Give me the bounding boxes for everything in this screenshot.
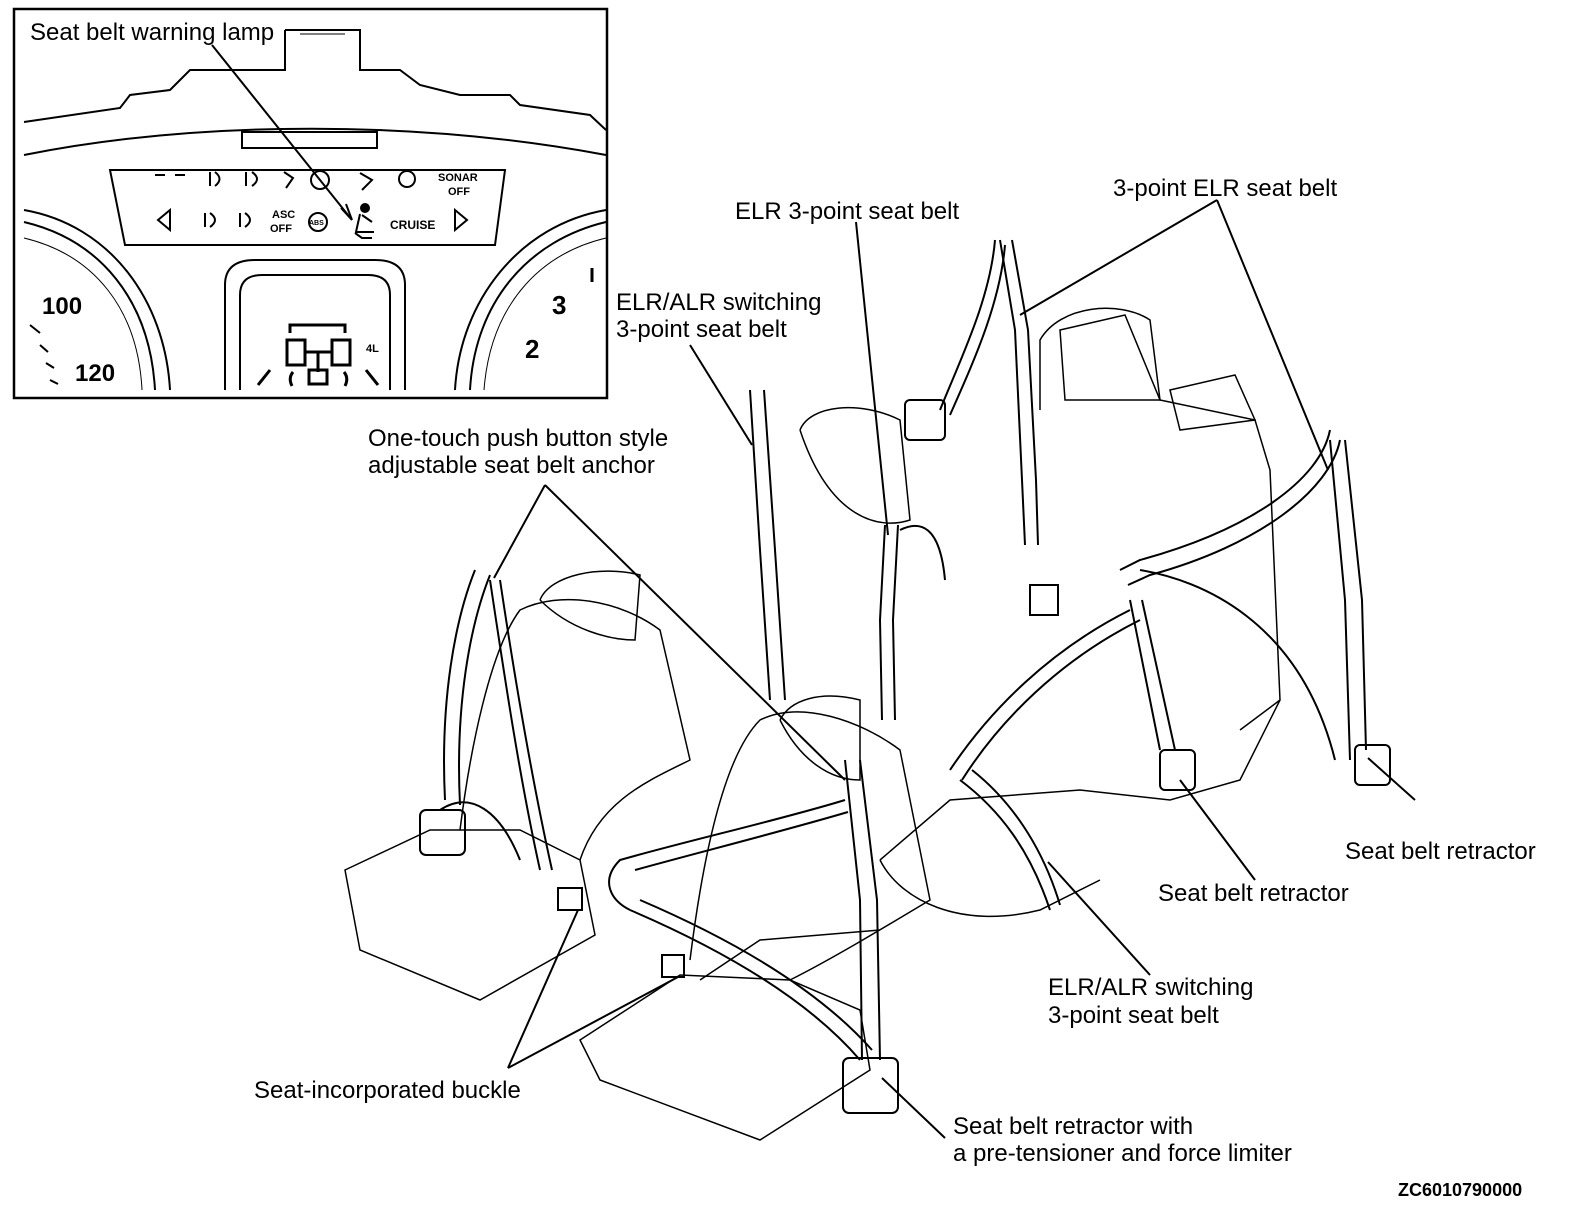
cluster-text: 100 120 3 2 4L SONAR OFF ASC OFF CRUISE … <box>42 172 566 387</box>
rear-fog-icon <box>204 212 216 228</box>
label-elr-3-point-seat-belt: ELR 3-point seat belt <box>735 198 960 225</box>
seat-belt-warning-icon <box>354 203 374 239</box>
figure-code: ZC6010790000 <box>1398 1180 1523 1200</box>
fog-light-icon <box>209 171 221 187</box>
abs-warning-icon <box>308 212 328 232</box>
instrument-cluster-inset <box>12 7 609 400</box>
seats-illustration <box>344 307 1281 1141</box>
label-elr-alr-front-line-1: ELR/ALR switching <box>1048 974 1254 1001</box>
rpm-2: 2 <box>525 334 539 364</box>
speed-100: 100 <box>42 293 82 320</box>
cruise-indicator: CRUISE <box>390 218 435 232</box>
leader-lines <box>493 199 1416 1139</box>
asc-line-1: ASC <box>272 209 295 221</box>
label-seat-belt-warning-lamp: Seat belt warning lamp <box>30 19 275 46</box>
oil-temp-icon <box>398 170 416 188</box>
headlight-icon <box>245 171 258 187</box>
label-elr-alr-front-line-2: 3-point seat belt <box>1048 1002 1219 1029</box>
asc-line-2: OFF <box>270 223 292 235</box>
abs-indicator: ABS <box>309 220 324 227</box>
seat-belts-illustration <box>419 239 1391 1114</box>
skid-icon <box>283 171 295 189</box>
speed-120: 120 <box>75 360 115 387</box>
drive-4l: 4L <box>366 343 379 355</box>
leader-warning-lamp <box>211 33 353 221</box>
label-anchor-line-2: adjustable seat belt anchor <box>368 452 655 479</box>
left-turn-arrow-icon <box>156 207 171 233</box>
rpm-3: 3 <box>552 290 566 320</box>
brake-warning-icon <box>310 170 330 190</box>
indicator-icons <box>155 170 469 233</box>
label-anchor-line-1: One-touch push button style <box>368 425 669 452</box>
label-elr-alr-rear-line-1: ELR/ALR switching <box>616 289 822 316</box>
label-3-point-elr-seat-belt: 3-point ELR seat belt <box>1113 175 1338 202</box>
airbag-icon <box>359 172 374 191</box>
label-pretensioner-line-2: a pre-tensioner and force limiter <box>953 1140 1292 1167</box>
label-elr-alr-rear-line-2: 3-point seat belt <box>616 316 787 343</box>
front-fog-icon <box>239 212 251 228</box>
sonar-line-2: OFF <box>448 186 470 198</box>
sonar-line-1: SONAR <box>438 172 478 184</box>
label-seat-belt-retractor-middle: Seat belt retractor <box>1158 880 1349 907</box>
label-pretensioner-line-1: Seat belt retractor with <box>953 1113 1194 1140</box>
label-seat-incorporated-buckle: Seat-incorporated buckle <box>254 1077 521 1104</box>
right-turn-arrow-icon <box>454 207 469 233</box>
label-seat-belt-retractor-right: Seat belt retractor <box>1345 838 1536 865</box>
